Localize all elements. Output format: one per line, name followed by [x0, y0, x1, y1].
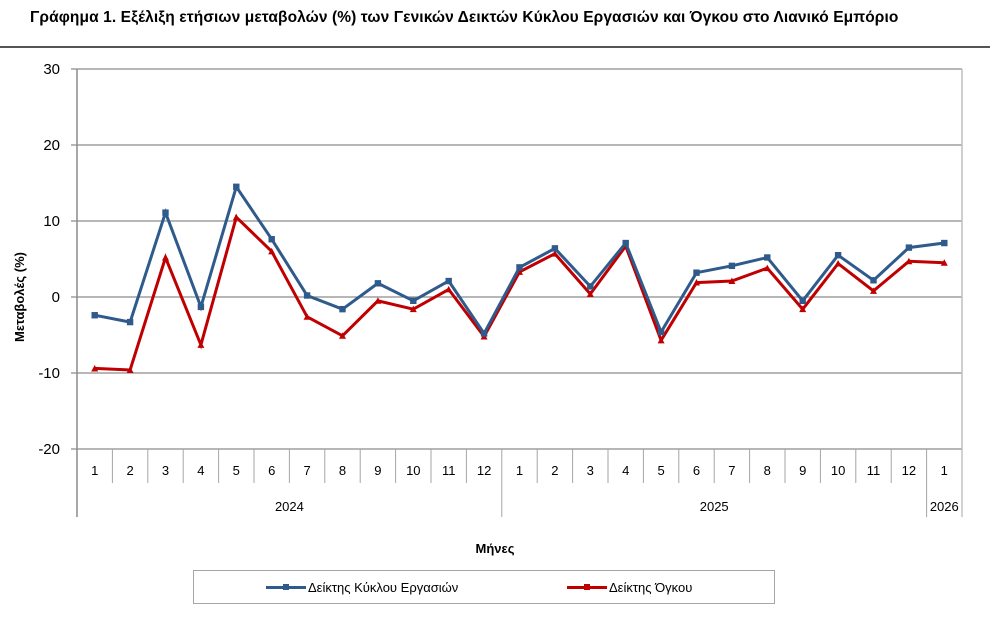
y-tick-label: 20 — [43, 137, 60, 154]
square-marker-icon — [905, 244, 913, 251]
x-category-label: 5 — [657, 463, 664, 478]
square-marker-icon — [657, 328, 665, 336]
triangle-marker-icon — [374, 297, 382, 304]
triangle-marker-icon — [303, 313, 311, 320]
triangle-marker-icon — [586, 290, 594, 297]
square-marker-icon — [480, 330, 488, 337]
x-category-label: 9 — [374, 463, 381, 478]
x-category-label: 11 — [442, 463, 456, 478]
x-category-label: 2 — [551, 463, 558, 478]
legend: Δείκτης Κύκλου Εργασιών Δείκτης Όγκου — [193, 570, 775, 604]
square-marker-icon — [587, 283, 594, 290]
x-axis-label: Μήνες — [475, 541, 515, 556]
square-marker-icon — [410, 297, 417, 304]
square-marker-icon — [162, 209, 169, 216]
square-marker-icon — [834, 252, 842, 259]
triangle-marker-icon — [126, 366, 134, 373]
square-marker-icon — [941, 239, 948, 247]
x-category-label: 7 — [303, 463, 310, 478]
square-marker-icon — [622, 239, 629, 247]
x-category-label: 1 — [91, 463, 98, 478]
legend-label-volume: Δείκτης Όγκου — [609, 579, 693, 595]
triangle-marker-icon — [162, 253, 169, 261]
x-category-label: 3 — [162, 463, 169, 478]
square-marker-icon — [445, 277, 452, 285]
year-label: 2024 — [275, 499, 304, 514]
square-marker-icon — [551, 245, 559, 252]
y-tick-label: -20 — [38, 441, 60, 458]
square-marker-icon — [303, 292, 311, 299]
year-label: 2026 — [930, 499, 959, 514]
x-category-label: 10 — [831, 463, 845, 478]
y-axis-label: Μεταβολές (%) — [12, 252, 27, 342]
square-marker-icon — [91, 312, 98, 319]
x-category-label: 6 — [693, 463, 700, 478]
x-category-label: 10 — [406, 463, 420, 478]
triangle-marker-icon — [870, 287, 877, 294]
triangle-marker-icon — [232, 213, 240, 221]
legend-label-turnover: Δείκτης Κύκλου Εργασιών — [308, 579, 459, 595]
square-marker-icon — [126, 318, 134, 326]
square-marker-icon — [268, 236, 275, 243]
triangle-marker-icon — [409, 305, 417, 313]
triangle-marker-icon — [339, 332, 346, 339]
square-marker-icon — [374, 280, 382, 287]
triangle-marker-icon — [551, 250, 559, 257]
triangle-marker-icon — [91, 364, 99, 372]
x-category-label: 12 — [902, 463, 916, 478]
square-marker-icon — [197, 303, 205, 311]
x-category-label: 6 — [268, 463, 275, 478]
triangle-marker-icon — [763, 264, 771, 272]
x-category-label: 9 — [799, 463, 806, 478]
legend-item-turnover: Δείκτης Κύκλου Εργασιών — [266, 571, 458, 603]
year-label: 2025 — [700, 499, 729, 514]
triangle-marker-icon — [268, 247, 276, 255]
square-marker-icon — [516, 264, 523, 271]
series-line — [94, 183, 945, 337]
triangle-marker-icon — [693, 279, 700, 286]
x-category-label: 8 — [339, 463, 346, 478]
gridlines — [71, 68, 963, 517]
triangle-marker-icon — [728, 277, 736, 285]
y-axis-ticks: 30 20 10 0 -10 -20 — [38, 61, 60, 458]
y-tick-label: 30 — [43, 61, 60, 78]
y-tick-label: -10 — [38, 365, 60, 382]
square-marker-icon — [870, 277, 877, 284]
square-marker-icon — [799, 297, 806, 304]
triangle-marker-icon — [197, 341, 205, 348]
x-category-label: 5 — [233, 463, 240, 478]
square-marker-icon — [233, 183, 240, 190]
x-category-label: 8 — [764, 463, 771, 478]
x-category-label: 3 — [587, 463, 594, 478]
y-tick-label: 0 — [52, 289, 60, 306]
triangle-marker-icon — [445, 285, 453, 293]
x-category-label: 1 — [941, 463, 948, 478]
chart-title: Γράφημα 1. Εξέλιξη ετήσιων μεταβολών (%)… — [30, 9, 899, 26]
x-category-label: 12 — [477, 463, 491, 478]
x-category-label: 11 — [867, 463, 881, 478]
x-category-label: 7 — [728, 463, 735, 478]
triangle-marker-icon — [834, 260, 842, 267]
turnover-line-swatch-icon — [266, 583, 306, 590]
square-marker-icon — [693, 269, 700, 276]
square-marker-icon — [339, 305, 346, 313]
x-category-label: 1 — [516, 463, 523, 478]
legend-item-volume: Δείκτης Όγκου — [567, 571, 692, 603]
triangle-marker-icon — [905, 257, 913, 265]
square-marker-icon — [728, 262, 736, 270]
x-category-label: 2 — [126, 463, 133, 478]
triangle-marker-icon — [799, 305, 807, 313]
volume-line-swatch-icon — [567, 583, 607, 590]
data-series — [91, 183, 948, 373]
y-tick-label: 10 — [43, 213, 60, 230]
square-marker-icon — [764, 254, 771, 261]
x-category-label: 4 — [197, 463, 204, 478]
title-divider — [0, 46, 990, 48]
x-category-label: 4 — [622, 463, 629, 478]
triangle-marker-icon — [657, 336, 665, 344]
triangle-marker-icon — [940, 259, 948, 266]
